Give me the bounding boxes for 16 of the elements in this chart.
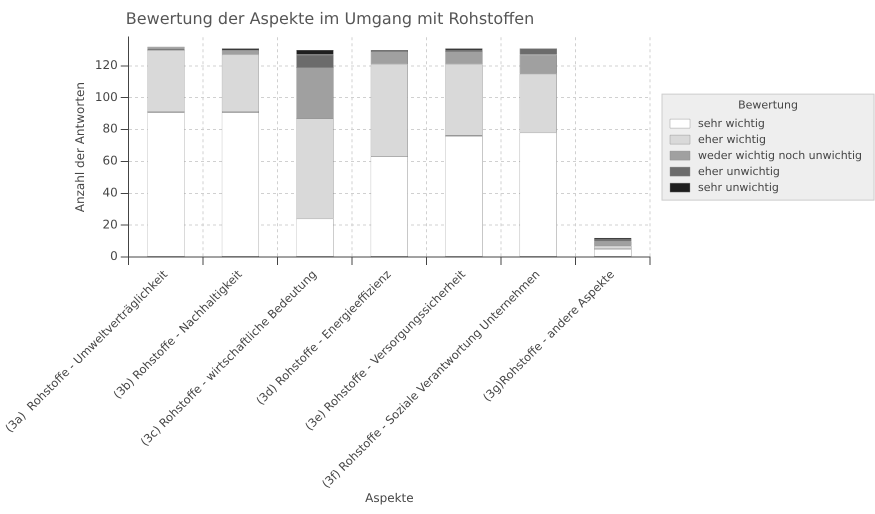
y-tick-label: 20 (102, 217, 118, 232)
y-tick-label: 0 (110, 249, 118, 264)
legend-label: weder wichtig noch unwichtig (698, 148, 862, 162)
y-tick-label: 80 (102, 122, 118, 136)
legend-label: eher unwichtig (698, 164, 780, 178)
y-tick-label: 40 (102, 185, 118, 200)
legend-label: sehr wichtig (698, 116, 765, 130)
y-tick-label: 60 (102, 154, 118, 168)
x-axis-title: Aspekte (365, 490, 414, 505)
legend-label: eher wichtig (698, 132, 766, 146)
legend-label: sehr unwichtig (698, 180, 779, 194)
legend-title: Bewertung (738, 98, 798, 112)
y-tick-label: 120 (94, 58, 118, 72)
y-tick-label: 100 (94, 90, 118, 104)
y-axis-title: Anzahl der Antworten (72, 82, 87, 212)
chart-title: Bewertung der Aspekte im Umgang mit Rohstoffen (126, 8, 534, 28)
